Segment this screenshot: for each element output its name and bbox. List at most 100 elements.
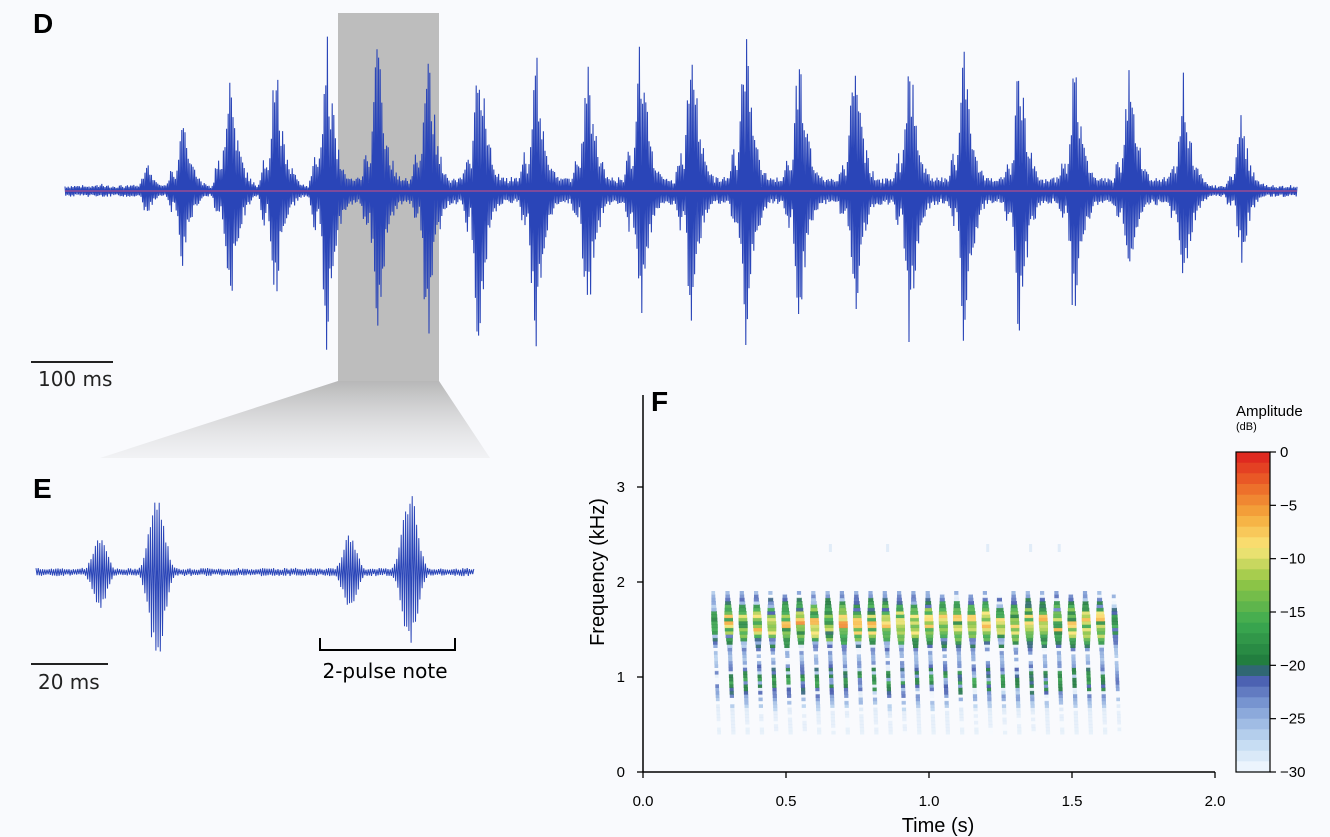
spectrogram-pulse <box>1111 591 1122 735</box>
spectrogram-pulse <box>1024 591 1036 735</box>
colorbar-swatch <box>1236 612 1270 624</box>
colorbar-tick-label: −10 <box>1280 551 1305 568</box>
colorbar-swatch <box>1236 516 1270 528</box>
spectrogram-pulse <box>953 591 965 735</box>
spectrogram-pulse <box>1096 591 1108 735</box>
x-tick-label: 1.5 <box>1062 793 1083 810</box>
colorbar-swatch <box>1236 644 1270 656</box>
spectrogram-pulse <box>1053 591 1065 735</box>
spectrogram-pulse <box>752 591 765 735</box>
colorbar-swatch <box>1236 665 1270 677</box>
colorbar-tick-label: −5 <box>1280 497 1297 514</box>
colorbar-tick-label: −15 <box>1280 604 1305 621</box>
spectrogram-pulse <box>824 591 836 735</box>
y-tick-labels: 0 1 2 3 <box>617 479 643 781</box>
spectrogram-pulse <box>767 591 779 735</box>
colorbar-swatch <box>1236 740 1270 752</box>
spectrogram-pulse <box>967 591 979 735</box>
colorbar-swatch <box>1236 708 1270 720</box>
spectrogram-axes <box>642 395 1215 773</box>
colorbar-swatch <box>1236 729 1270 741</box>
colorbar-tick-label: −25 <box>1280 711 1305 728</box>
spectrogram-pulse <box>838 591 850 735</box>
colorbar-swatch <box>1236 761 1270 773</box>
colorbar-swatch <box>1236 452 1270 464</box>
spectrogram-pulse <box>810 591 822 735</box>
panel-e-scale-label: 20 ms <box>38 670 100 694</box>
panel-e-letter: E <box>33 473 52 504</box>
colorbar-swatch <box>1236 622 1270 634</box>
colorbar-swatch <box>1236 569 1270 581</box>
colorbar-swatch <box>1236 697 1270 709</box>
colorbar-swatch <box>1236 654 1270 666</box>
x-tick-label: 0.5 <box>776 793 797 810</box>
colorbar-tick-labels: 0 −5 −10 −15 −20 −25 −30 <box>1270 444 1305 781</box>
colorbar-tick-label: −30 <box>1280 764 1305 781</box>
colorbar-swatch <box>1236 462 1270 474</box>
colorbar-swatch <box>1236 676 1270 688</box>
spectrogram-pulse <box>995 591 1008 735</box>
spectrogram-harmonic-mark <box>1029 544 1033 552</box>
spectrogram-pulse <box>938 591 950 735</box>
spectrogram-harmonic-mark <box>1057 544 1061 552</box>
spectrogram-pulse <box>852 591 865 735</box>
colorbar-swatch <box>1236 686 1270 698</box>
spectrogram-pulse <box>1038 591 1051 735</box>
colorbar-swatch <box>1236 718 1270 730</box>
panel-e-waveform <box>35 496 475 652</box>
spectrogram-pulse <box>867 591 879 735</box>
panel-d-waveform <box>64 36 1298 350</box>
spectrogram-pulse <box>738 591 750 735</box>
colorbar-title: Amplitude <box>1236 403 1303 420</box>
spectrogram-plot <box>711 544 1122 735</box>
colorbar-swatch <box>1236 526 1270 538</box>
spectrogram-harmonic-mark <box>886 544 890 552</box>
colorbar-unit: (dB) <box>1236 421 1257 433</box>
spectrogram-pulse <box>795 591 807 735</box>
colorbar-swatch <box>1236 494 1270 506</box>
two-pulse-note-bracket <box>319 638 456 651</box>
spectrogram-pulse <box>1010 591 1022 735</box>
colorbar-swatch <box>1236 484 1270 496</box>
two-pulse-note-label: 2-pulse note <box>322 659 447 683</box>
waveform-trace-d <box>64 36 1298 350</box>
colorbar-swatch <box>1236 548 1270 560</box>
colorbar-tick-label: 0 <box>1280 444 1288 461</box>
spectrogram-pulse <box>1081 591 1093 735</box>
colorbar-swatch <box>1236 505 1270 517</box>
colorbar-swatch <box>1236 750 1270 762</box>
x-tick-labels: 0.0 0.5 1.0 1.5 2.0 <box>633 772 1226 810</box>
y-axis-title: Frequency (kHz) <box>587 498 609 646</box>
spectrogram-pulse <box>724 591 736 735</box>
zoom-connector <box>100 381 490 458</box>
spectrogram-pulse <box>1067 591 1079 735</box>
x-tick-label: 2.0 <box>1205 793 1226 810</box>
colorbar-swatch <box>1236 537 1270 549</box>
spectrogram-pulse <box>981 591 993 735</box>
spectrogram-pulse <box>781 591 793 735</box>
x-tick-label: 0.0 <box>633 793 654 810</box>
spectrogram-pulse <box>924 591 936 735</box>
colorbar-swatch <box>1236 601 1270 613</box>
colorbar <box>1235 451 1271 773</box>
x-tick-label: 1.0 <box>919 793 940 810</box>
panel-f-letter: F <box>651 386 669 417</box>
colorbar-swatch <box>1236 473 1270 485</box>
colorbar-swatch <box>1236 580 1270 592</box>
spectrogram-pulse <box>711 591 721 735</box>
colorbar-swatch <box>1236 558 1270 570</box>
y-tick-label: 0 <box>617 764 625 781</box>
spectrogram-pulse <box>895 591 908 735</box>
panel-d-scale-label: 100 ms <box>38 367 113 391</box>
spectrogram-harmonic-mark <box>986 544 990 552</box>
colorbar-swatch <box>1236 590 1270 602</box>
colorbar-tick-label: −20 <box>1280 657 1305 674</box>
y-tick-label: 3 <box>617 479 625 496</box>
spectrogram-pulse <box>881 591 893 735</box>
y-tick-label: 2 <box>617 574 625 591</box>
spectrogram-pulse <box>910 591 922 735</box>
spectrogram-harmonic-mark <box>828 544 832 552</box>
panel-d-letter: D <box>33 8 54 39</box>
y-tick-label: 1 <box>617 669 625 686</box>
